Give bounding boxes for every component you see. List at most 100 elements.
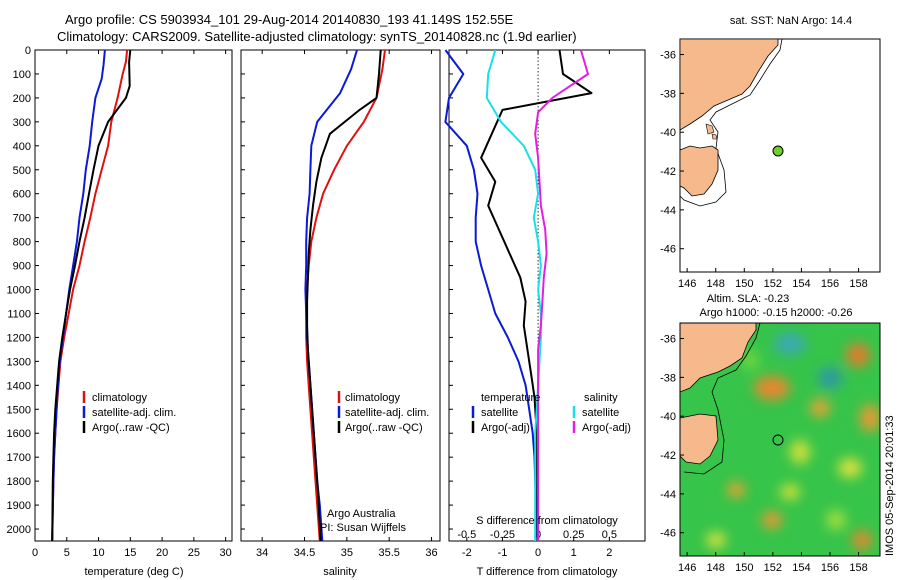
map-lon-tick: 154 — [792, 278, 810, 290]
map-lon-tick: 152 — [764, 562, 782, 574]
sst-map-title: sat. SST: NaN Argo: 14.4 — [730, 15, 852, 27]
map-lon-tick: 148 — [707, 562, 725, 574]
legend-s-argo: Argo(-adj) — [582, 422, 631, 434]
float-position-marker — [772, 145, 784, 157]
depth-tick-label: 900 — [13, 261, 31, 273]
map-lat-tick: -40 — [660, 127, 676, 139]
depth-tick-label: 1200 — [7, 332, 31, 344]
x-tick-label: 35 — [341, 547, 353, 559]
depth-tick-label: 300 — [13, 117, 31, 129]
map-lat-tick: -46 — [660, 244, 676, 256]
difference-xlabel: T difference from climatology — [477, 566, 618, 578]
map-lon-tick: 158 — [849, 562, 867, 574]
depth-tick-label: 500 — [13, 165, 31, 177]
difference-plot: -2 -1 0 1 2-0.5 -0.25 0 0.25 0.5 — [444, 49, 617, 559]
map-lat-tick: -38 — [660, 88, 676, 100]
map-lon-tick: 156 — [821, 562, 839, 574]
x-tick-label: 20 — [156, 547, 168, 559]
depth-axis: 0 100 200 300 400 500 600 700 800 900 1000 1100 1200… — [7, 45, 453, 536]
depth-tick-label: 1100 — [7, 308, 31, 320]
x-tick-label: 15 — [124, 547, 136, 559]
x-tick-label: 1 — [571, 547, 577, 559]
series-argo-raw-qc- — [51, 49, 132, 542]
depth-tick-label: 1900 — [7, 500, 31, 512]
x-tick-label: 35.5 — [378, 547, 399, 559]
x-tick-label: 5 — [64, 547, 70, 559]
temperature-plot: 0 5 10 15 20 25 30 — [32, 49, 232, 559]
legend-satellite: satellite-adj. clim. — [92, 407, 176, 419]
map-lat-tick: -38 — [660, 372, 676, 384]
s-tick-label: 0.25 — [563, 529, 584, 541]
depth-tick-label: 1300 — [7, 356, 31, 368]
difference-toplabel: S difference from climatology — [476, 515, 618, 527]
sst-map: sat. SST: NaN Argo: 14.4 146 148 150 152 154… — [660, 15, 881, 290]
legend-salinity-head: salinity — [584, 392, 618, 404]
legend-t-satellite: satellite — [481, 407, 518, 419]
legend-t-argo: Argo(-adj) — [481, 422, 530, 434]
map-lon-tick: 156 — [821, 278, 839, 290]
map-lon-tick: 152 — [764, 278, 782, 290]
temperature-xlabel: temperature (deg C) — [84, 566, 183, 578]
sla-map-ticks: 146 148 150 152 154 156 158 -36 -38 -40 -42 -44 -46 — [660, 334, 868, 574]
map-lon-tick: 150 — [735, 562, 753, 574]
legend-s-satellite: satellite — [582, 407, 619, 419]
x-tick-label: 0 — [535, 547, 541, 559]
argo-australia-note: Argo Australia — [327, 508, 396, 520]
depth-tick-label: 1400 — [7, 380, 31, 392]
map-lat-tick: -46 — [660, 528, 676, 540]
salinity-panel-frame — [240, 49, 441, 542]
side-timestamp: IMOS 05-Sep-2014 20:01:33 — [884, 415, 896, 556]
series-satellite-adj-clim- — [304, 49, 358, 542]
header-line1: Argo profile: CS 5903934_101 29-Aug-2014… — [65, 12, 513, 27]
s-tick-label: -0.5 — [457, 529, 476, 541]
x-tick-label: 34 — [256, 547, 268, 559]
x-tick-label: 25 — [188, 547, 200, 559]
map-lat-tick: -44 — [660, 205, 676, 217]
depth-tick-label: 700 — [13, 213, 31, 225]
mainland-land — [679, 38, 779, 131]
header-line2: Climatology: CARS2009. Satellite-adjuste… — [57, 29, 577, 44]
series-satellite-adj-clim- — [51, 49, 106, 542]
x-tick-label: 36 — [425, 547, 437, 559]
series-salinity-argo-adj- — [534, 49, 589, 541]
shelf-contour — [679, 38, 783, 207]
depth-tick-label: 400 — [13, 141, 31, 153]
legend-argo: Argo(..raw -QC) — [345, 422, 423, 434]
depth-tick-label: 0 — [25, 45, 31, 57]
salinity-legend: climatology satellite-adj. clim. Argo(..… — [320, 391, 429, 534]
depth-tick-label: 2000 — [7, 524, 31, 536]
map-lat-tick: -36 — [660, 334, 676, 346]
series-climatology — [305, 49, 386, 542]
depth-tick-label: 1500 — [7, 404, 31, 416]
map-lat-tick: -42 — [660, 450, 676, 462]
temperature-panel-frame — [34, 49, 233, 542]
legend-temperature-head: temperature — [481, 392, 540, 404]
x-tick-label: 34.5 — [294, 547, 315, 559]
map-lat-tick: -36 — [660, 50, 676, 62]
legend-climatology: climatology — [92, 392, 148, 404]
salinity-plot: 34 34.5 35 35.5 36 — [256, 49, 438, 559]
series-salinity-satellite — [485, 49, 542, 541]
legend-climatology: climatology — [345, 392, 401, 404]
sla-map-title2: Argo h1000: -0.15 h2000: -0.26 — [700, 307, 853, 319]
s-tick-label: 0.5 — [602, 529, 617, 541]
difference-panel-frame — [448, 49, 646, 542]
x-tick-label: 2 — [606, 547, 612, 559]
legend-satellite: satellite-adj. clim. — [345, 407, 429, 419]
depth-tick-label: 200 — [13, 93, 31, 105]
depth-tick-label: 800 — [13, 237, 31, 249]
salinity-xlabel: salinity — [323, 566, 357, 578]
depth-tick-label: 100 — [13, 69, 31, 81]
map-lon-tick: 158 — [849, 278, 867, 290]
map-lon-tick: 146 — [678, 278, 696, 290]
map-lat-tick: -42 — [660, 166, 676, 178]
tasmania-land — [679, 145, 719, 197]
map-lat-tick: -44 — [660, 489, 676, 501]
map-lon-tick: 154 — [792, 562, 810, 574]
x-tick-label: 30 — [220, 547, 232, 559]
depth-tick-label: 600 — [13, 189, 31, 201]
series-climatology — [51, 49, 129, 542]
map-lon-tick: 150 — [735, 278, 753, 290]
depth-tick-label: 1000 — [7, 285, 31, 297]
x-tick-label: 10 — [92, 547, 104, 559]
